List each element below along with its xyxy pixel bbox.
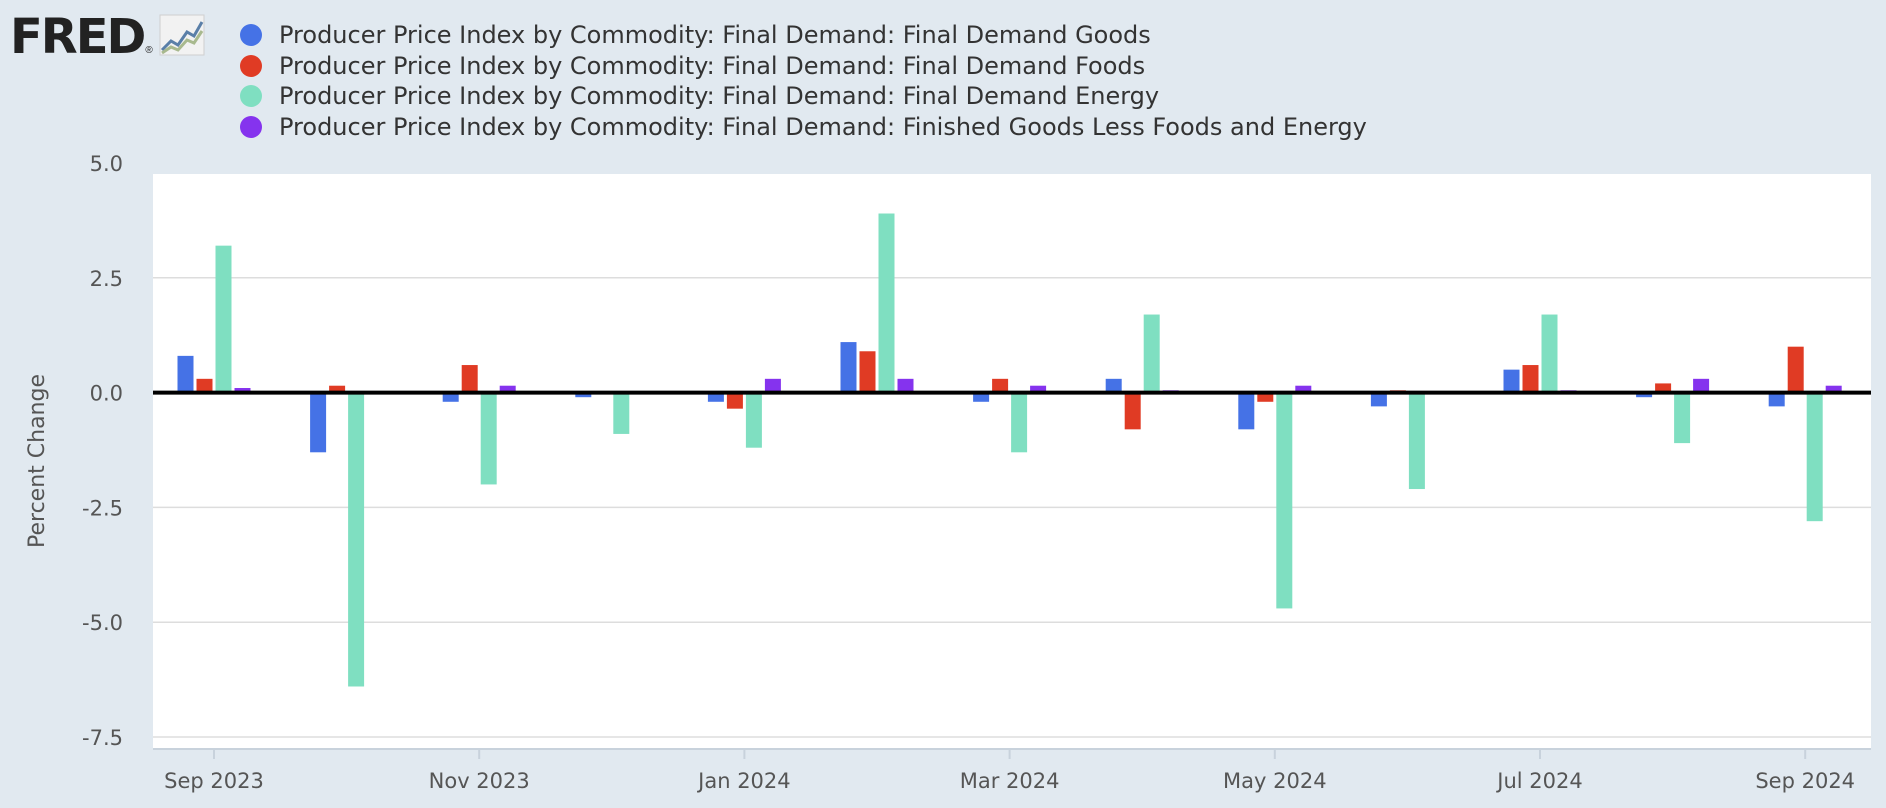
x-tick-label: Sep 2023 xyxy=(164,769,264,793)
x-tick-label: May 2024 xyxy=(1223,769,1327,793)
bar[interactable] xyxy=(859,351,876,393)
bar[interactable] xyxy=(310,392,327,453)
bar[interactable] xyxy=(1105,378,1122,393)
bar[interactable] xyxy=(348,392,365,687)
bar[interactable] xyxy=(1257,392,1274,402)
bar[interactable] xyxy=(1636,392,1653,398)
legend-item[interactable]: Producer Price Index by Commodity: Final… xyxy=(240,112,1367,143)
bar[interactable] xyxy=(726,392,743,409)
fred-logo[interactable]: FRED ® xyxy=(10,12,205,62)
legend-label: Producer Price Index by Commodity: Final… xyxy=(279,51,1146,80)
y-tick-label: -2.5 xyxy=(82,496,123,520)
x-axis-ticks: Sep 2023 Nov 2023 Jan 2024 Mar 2024 May 2024… xyxy=(164,749,1855,793)
chart-legend: Producer Price Index by Commodity: Final… xyxy=(240,20,1367,142)
bar[interactable] xyxy=(1143,314,1160,393)
legend-label: Producer Price Index by Commodity: Final… xyxy=(279,21,1151,50)
bar[interactable] xyxy=(442,392,459,402)
legend-item[interactable]: Producer Price Index by Commodity: Final… xyxy=(240,81,1367,112)
bar[interactable] xyxy=(1238,392,1255,430)
bar[interactable] xyxy=(1124,392,1141,430)
bar[interactable] xyxy=(1693,378,1710,393)
bar[interactable] xyxy=(992,378,1009,393)
bar[interactable] xyxy=(1825,385,1842,393)
bar[interactable] xyxy=(973,392,990,402)
bar[interactable] xyxy=(1522,365,1539,393)
bar[interactable] xyxy=(840,342,857,393)
legend-item[interactable]: Producer Price Index by Commodity: Final… xyxy=(240,20,1367,51)
bar[interactable] xyxy=(764,378,781,393)
y-tick-label: 2.5 xyxy=(90,267,123,291)
legend-item[interactable]: Producer Price Index by Commodity: Final… xyxy=(240,51,1367,82)
bar[interactable] xyxy=(1276,392,1293,609)
line-chart-icon xyxy=(159,14,205,61)
bar[interactable] xyxy=(1030,385,1047,393)
y-tick-label: -7.5 xyxy=(82,726,123,750)
logo-registered-mark: ® xyxy=(145,45,153,56)
y-axis-label: Percent Change xyxy=(25,374,50,548)
x-tick-label: Jan 2024 xyxy=(696,769,791,793)
bar[interactable] xyxy=(234,388,251,393)
bar[interactable] xyxy=(878,213,895,393)
plot-area xyxy=(153,174,1871,749)
x-tick-label: Nov 2023 xyxy=(429,769,530,793)
bar[interactable] xyxy=(499,385,516,393)
bar[interactable] xyxy=(329,385,346,393)
bar[interactable] xyxy=(461,365,478,393)
bar[interactable] xyxy=(1541,314,1558,393)
bar[interactable] xyxy=(1011,392,1028,453)
bar[interactable] xyxy=(1806,392,1823,522)
legend-marker xyxy=(240,54,262,77)
bar[interactable] xyxy=(480,392,497,485)
bar[interactable] xyxy=(1503,369,1520,393)
bar[interactable] xyxy=(1768,392,1785,407)
x-tick-label: Sep 2024 xyxy=(1755,769,1855,793)
legend-label: Producer Price Index by Commodity: Final… xyxy=(279,82,1160,111)
y-tick-label: -5.0 xyxy=(82,611,123,635)
legend-marker xyxy=(240,24,262,47)
bar[interactable] xyxy=(1295,385,1312,393)
grid-lines xyxy=(153,277,1871,738)
bar[interactable] xyxy=(575,392,592,398)
bar[interactable] xyxy=(215,245,232,393)
legend-marker xyxy=(240,115,262,138)
y-tick-label: 5.0 xyxy=(90,152,123,176)
x-tick-label: Mar 2024 xyxy=(960,769,1060,793)
legend-marker xyxy=(240,85,262,108)
bar[interactable] xyxy=(177,355,194,393)
bar[interactable] xyxy=(745,392,762,448)
bar[interactable] xyxy=(1370,392,1387,407)
legend-label: Producer Price Index by Commodity: Final… xyxy=(279,112,1367,141)
bar[interactable] xyxy=(1787,346,1804,393)
bar[interactable] xyxy=(1674,392,1691,444)
bar[interactable] xyxy=(196,378,213,393)
bar[interactable] xyxy=(707,392,724,402)
bar[interactable] xyxy=(1655,383,1672,393)
logo-text: FRED xyxy=(10,9,146,65)
bar[interactable] xyxy=(1408,392,1425,490)
bar[interactable] xyxy=(613,392,630,434)
bar[interactable] xyxy=(897,378,914,393)
y-tick-label: 0.0 xyxy=(90,382,123,406)
x-tick-label: Jul 2024 xyxy=(1495,769,1582,793)
y-axis-ticks: 5.0 2.5 0.0 -2.5 -5.0 -7.5 xyxy=(82,152,123,750)
